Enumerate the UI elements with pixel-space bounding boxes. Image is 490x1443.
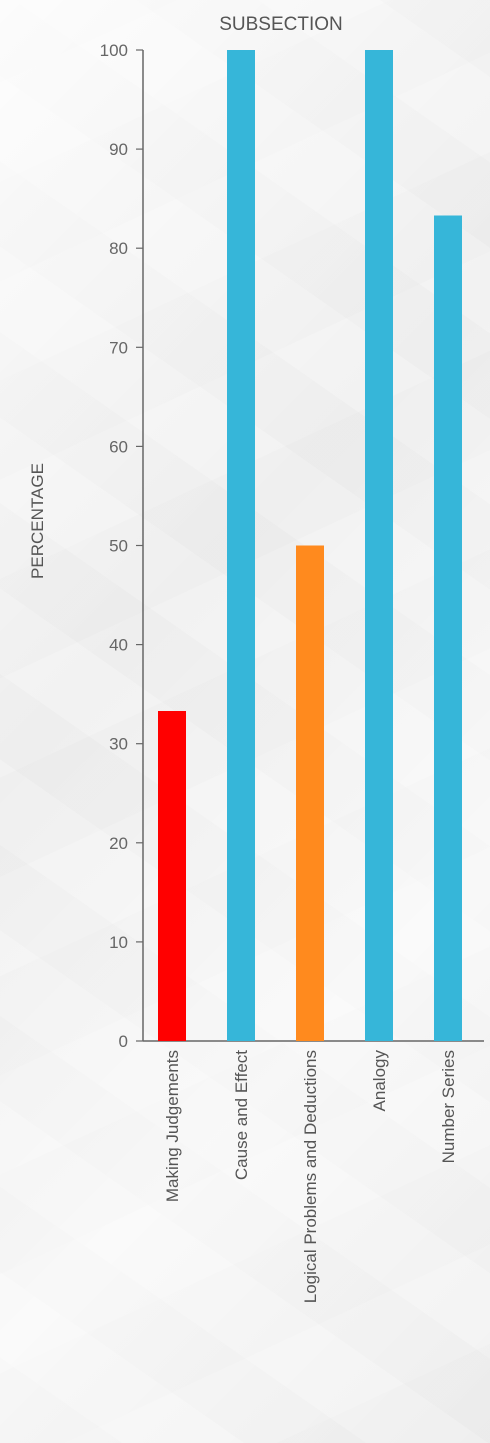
y-tick-label: 100 xyxy=(100,41,128,60)
y-tick-label: 80 xyxy=(109,239,128,258)
x-tick-label: Logical Problems and Deductions xyxy=(301,1050,320,1303)
bar-analogy xyxy=(365,50,393,1041)
y-tick-label: 60 xyxy=(109,437,128,456)
bar-cause-and-effect xyxy=(227,50,255,1041)
y-axis-label: PERCENTAGE xyxy=(28,463,47,579)
bar-logical-problems-and-deductions xyxy=(296,545,324,1041)
y-tick-label: 90 xyxy=(109,140,128,159)
x-tick-label: Number Series xyxy=(439,1050,458,1163)
x-tick-label: Cause and Effect xyxy=(232,1050,251,1180)
x-tick-label: Making Judgements xyxy=(163,1050,182,1202)
bar-number-series xyxy=(434,215,462,1041)
y-tick-label: 70 xyxy=(109,338,128,357)
y-tick-label: 10 xyxy=(109,933,128,952)
y-tick-label: 0 xyxy=(119,1032,128,1051)
y-tick-label: 30 xyxy=(109,735,128,754)
y-tick-label: 20 xyxy=(109,834,128,853)
x-tick-label: Analogy xyxy=(370,1050,389,1112)
chart-title: SUBSECTION xyxy=(219,14,343,35)
y-tick-label: 40 xyxy=(109,636,128,655)
y-tick-label: 50 xyxy=(109,537,128,556)
bar-making-judgements xyxy=(158,710,186,1041)
